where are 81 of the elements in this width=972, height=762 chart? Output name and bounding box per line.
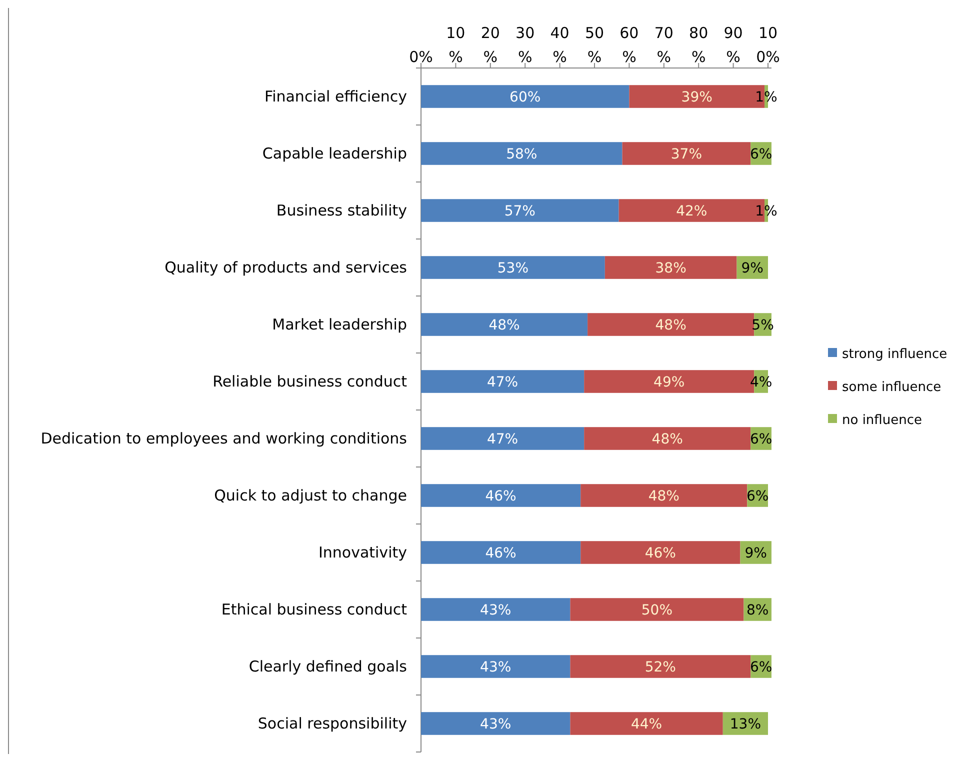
x-tick-label: 50%: [584, 24, 604, 66]
y-tick-label: Dedication to employees and working conditions: [40, 430, 408, 448]
data-label: 8%: [746, 602, 769, 618]
data-label: 60%: [510, 90, 541, 106]
data-label: 50%: [641, 602, 673, 618]
legend-label: no influence: [842, 413, 922, 428]
data-label: 6%: [746, 488, 769, 504]
data-label: 47%: [486, 374, 518, 390]
bar: [580, 541, 740, 564]
data-label: 48%: [488, 318, 520, 334]
x-tick-label: 60%: [620, 24, 639, 66]
bar: [570, 712, 723, 735]
bar: [421, 484, 581, 507]
data-label: 48%: [652, 432, 683, 448]
x-tick-label: 40%: [550, 24, 570, 66]
data-label: 37%: [670, 146, 702, 162]
bar: [421, 256, 605, 279]
data-label: 9%: [741, 260, 764, 276]
data-label: 53%: [497, 260, 529, 276]
y-tick-label: Business stability: [276, 202, 408, 220]
bar: [604, 256, 737, 279]
data-label: 57%: [504, 204, 536, 220]
legend-label: strong influence: [842, 347, 948, 362]
data-label: 46%: [485, 488, 516, 504]
x-tick-label: 70%: [654, 24, 674, 66]
y-tick-label: Reliable business conduct: [212, 372, 408, 390]
data-label: 1%: [755, 90, 778, 106]
bar: [421, 655, 570, 678]
x-tick-label: 30%: [516, 24, 535, 66]
y-tick-label: Quality of products and services: [164, 258, 408, 276]
y-tick-label: Innovativity: [318, 544, 408, 562]
x-tick-label: 20%: [480, 24, 500, 66]
data-label: 44%: [630, 716, 662, 732]
data-label: 1%: [755, 204, 778, 220]
data-label: 42%: [676, 204, 708, 220]
x-tick-label: 100%: [756, 24, 780, 66]
data-label: 43%: [480, 660, 512, 676]
bar: [421, 427, 584, 450]
data-label: 48%: [648, 488, 680, 504]
data-label: 43%: [480, 602, 512, 618]
data-label: 13%: [730, 716, 762, 732]
bar: [421, 199, 619, 222]
y-tick-label: Quick to adjust to change: [214, 486, 407, 504]
x-tick-label: 0%: [409, 48, 433, 66]
bar: [421, 712, 570, 735]
y-tick-label: Clearly defined goals: [248, 658, 408, 676]
data-label: 43%: [480, 716, 512, 732]
data-label: 52%: [644, 660, 676, 676]
bar: [622, 142, 751, 165]
bar: [421, 313, 588, 336]
y-tick-label: Social responsibility: [258, 714, 408, 732]
data-label: 58%: [506, 146, 538, 162]
x-tick-label: 90%: [724, 24, 743, 66]
data-label: 49%: [654, 374, 685, 390]
data-label: 9%: [744, 546, 767, 562]
y-tick-label: Ethical business conduct: [221, 600, 408, 618]
data-label: 47%: [486, 432, 518, 448]
data-label: 6%: [750, 146, 772, 162]
bar: [580, 484, 748, 507]
bar: [584, 427, 751, 450]
data-label: 46%: [485, 546, 516, 562]
y-tick-label: Capable leadership: [262, 144, 407, 162]
data-label: 39%: [681, 90, 712, 106]
bar: [570, 655, 751, 678]
bar: [421, 541, 581, 564]
data-label: 6%: [750, 432, 772, 448]
data-label: 48%: [655, 318, 686, 334]
y-tick-label: Market leadership: [272, 316, 407, 334]
bar: [588, 313, 754, 336]
bar: [421, 370, 584, 393]
bar: [421, 85, 630, 108]
data-label: 38%: [655, 260, 686, 276]
x-tick-label: 80%: [689, 24, 708, 66]
data-label: 46%: [644, 546, 676, 562]
bar: [421, 598, 570, 621]
data-label: 6%: [750, 660, 772, 676]
legend-label: some influence: [842, 380, 942, 395]
bar: [421, 142, 622, 165]
bar: [570, 598, 744, 621]
y-tick-label: Financial efficiency: [264, 88, 408, 106]
x-tick-label: 10%: [446, 24, 466, 66]
